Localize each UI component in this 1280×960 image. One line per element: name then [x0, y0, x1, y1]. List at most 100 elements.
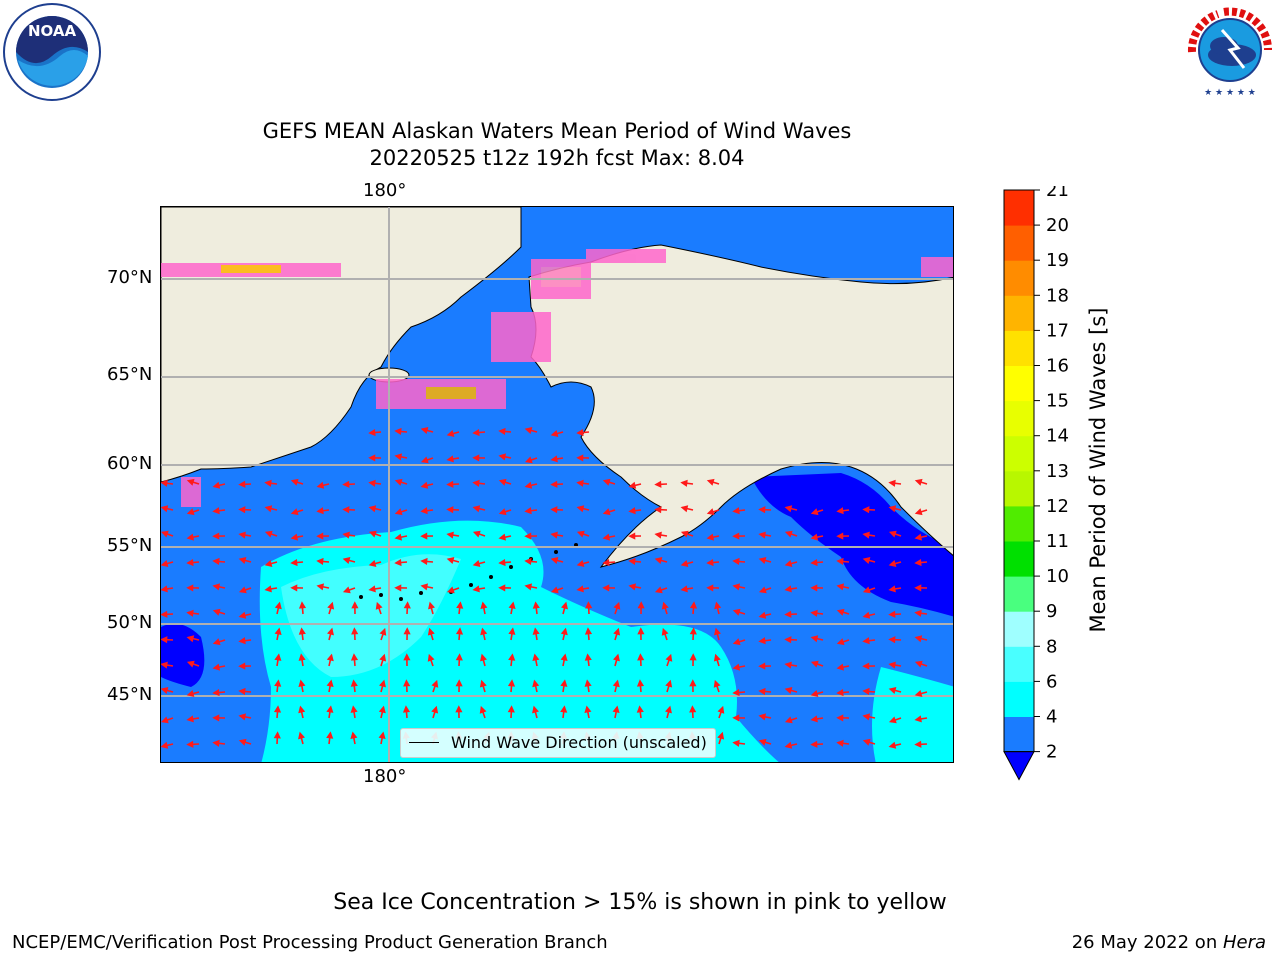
- colorbar-segment: [1004, 190, 1034, 226]
- wind-wave-arrowhead: [888, 687, 897, 694]
- wind-wave-arrowhead: [637, 627, 645, 635]
- wind-wave-arrowhead: [602, 508, 611, 516]
- wind-wave-arrowhead: [161, 479, 168, 487]
- wind-wave-arrowhead: [161, 716, 169, 724]
- colorbar-segment: [1004, 330, 1034, 366]
- colorbar-tick-label: 9: [1046, 601, 1057, 622]
- wind-wave-arrowhead: [446, 531, 454, 539]
- wind-wave-arrowhead: [403, 601, 411, 609]
- wind-wave-arrowhead: [706, 478, 715, 486]
- top-longitude-label: 180°: [363, 180, 407, 201]
- wind-wave-arrowhead: [446, 480, 454, 488]
- wind-wave-arrowhead: [420, 427, 429, 434]
- wind-wave-arrowhead: [264, 560, 273, 567]
- wind-wave-arrowhead: [446, 557, 455, 564]
- wind-wave-arrowhead: [446, 586, 455, 594]
- lat-label-45: 45°N: [107, 684, 153, 705]
- wind-wave-arrowhead: [810, 660, 819, 668]
- wind-wave-arrowhead: [810, 533, 819, 541]
- wind-wave-arrowhead: [326, 731, 334, 739]
- colorbar-segment: [1004, 716, 1034, 753]
- colorbar-tick-label: 11: [1046, 531, 1069, 552]
- wind-wave-arrowhead: [862, 557, 871, 564]
- colorbar-svg: 2 4 6 8 9 10 11 12 13 14 15 16 17 18 19 20 21: [1003, 180, 1069, 781]
- wind-wave-arrowhead: [560, 627, 568, 636]
- wind-wave-arrowhead: [888, 505, 897, 513]
- wind-wave-arrowhead: [498, 558, 506, 567]
- wind-wave-arrowhead: [394, 453, 403, 461]
- wind-wave-arrowhead: [420, 456, 429, 464]
- colorbar-tick-label: 17: [1046, 320, 1069, 341]
- wind-wave-arrowhead: [914, 740, 922, 748]
- wind-wave-arrowhead: [836, 714, 844, 722]
- wind-wave-arrowhead: [836, 557, 844, 566]
- wind-wave-arrowhead: [888, 661, 896, 669]
- lat-label-55: 55°N: [107, 535, 153, 556]
- wind-wave-arrowhead: [810, 690, 819, 697]
- wind-wave-arrowhead: [784, 636, 792, 644]
- colorbar-segment: [1004, 295, 1034, 331]
- wind-wave-arrowhead: [532, 653, 540, 662]
- wind-wave-arrowhead: [455, 705, 463, 713]
- wind-wave-arrowhead: [758, 738, 767, 746]
- wind-wave-arrowhead: [186, 478, 195, 486]
- wind-wave-arrowhead: [264, 505, 273, 513]
- wind-wave-arrowhead: [914, 660, 923, 668]
- wind-wave-arrowhead: [161, 610, 168, 618]
- wind-wave-arrowhead: [212, 714, 220, 722]
- colorbar-tick-label: 20: [1046, 215, 1069, 236]
- wind-wave-arrowhead: [888, 530, 897, 538]
- wind-wave-arrowhead: [375, 601, 383, 610]
- wind-wave-arrowhead: [713, 653, 721, 662]
- wind-wave-arrowhead: [550, 480, 558, 488]
- wind-wave-arrowhead: [576, 428, 584, 437]
- wind-wave-arrowhead: [274, 653, 282, 661]
- wind-wave-arrowhead: [862, 531, 870, 539]
- deep-blue-region: [751, 473, 953, 617]
- wind-wave-arrowhead: [472, 505, 481, 513]
- wind-wave-arrowhead: [238, 611, 247, 619]
- wind-wave-arrowhead: [836, 532, 844, 540]
- wind-wave-arrowhead: [420, 557, 428, 566]
- wind-wave-arrowhead: [784, 585, 792, 593]
- colorbar-tick-label: 4: [1046, 707, 1057, 728]
- wind-wave-arrowhead: [524, 583, 533, 591]
- wind-wave-arrowhead: [186, 715, 194, 723]
- footer-date-text: 26 May 2022 on: [1071, 932, 1223, 953]
- wind-wave-arrowhead: [498, 478, 507, 486]
- wind-wave-arrowhead: [161, 530, 169, 538]
- wind-wave-arrowhead: [862, 738, 871, 746]
- wind-wave-arrowhead: [576, 585, 584, 593]
- wind-wave-arrowhead: [316, 532, 324, 540]
- wind-wave-arrowhead: [394, 584, 402, 592]
- wind-wave-arrowhead: [238, 557, 247, 564]
- wind-wave-arrowhead: [368, 454, 376, 462]
- wind-wave-arrowhead: [914, 609, 922, 617]
- wind-wave-arrowhead: [274, 679, 282, 687]
- colorbar-tick-label: 10: [1046, 566, 1069, 587]
- wind-wave-arrowhead: [351, 627, 359, 635]
- colorbar-segment: [1004, 541, 1034, 577]
- wind-wave-arrowhead: [316, 481, 325, 489]
- wind-wave-arrowhead: [689, 679, 697, 687]
- wind-wave-arrowhead: [654, 531, 662, 539]
- colorbar-tick-label: 2: [1046, 742, 1057, 763]
- wind-wave-arrowhead: [888, 585, 896, 593]
- wind-wave-arrowhead: [427, 653, 435, 662]
- wind-wave-arrowhead: [456, 601, 464, 609]
- wind-wave-arrowhead: [862, 687, 870, 696]
- wind-wave-arrowhead: [665, 679, 673, 688]
- wind-wave-arrowhead: [508, 601, 516, 610]
- wind-wave-arrowhead: [636, 679, 645, 687]
- wind-wave-arrowhead: [613, 653, 620, 662]
- wind-wave-arrowhead: [238, 586, 247, 594]
- wind-wave-arrowhead: [561, 601, 568, 610]
- wind-wave-arrowhead: [585, 601, 593, 609]
- wind-wave-arrowhead: [732, 583, 741, 591]
- wind-wave-arrowhead: [758, 637, 766, 645]
- colorbar-tick-label: 16: [1046, 356, 1069, 377]
- wind-wave-arrowhead: [274, 627, 282, 636]
- wind-wave-arrowhead: [836, 739, 844, 747]
- colorbar-tick-label: 15: [1046, 391, 1069, 412]
- colorbar-tick-label: 6: [1046, 671, 1057, 692]
